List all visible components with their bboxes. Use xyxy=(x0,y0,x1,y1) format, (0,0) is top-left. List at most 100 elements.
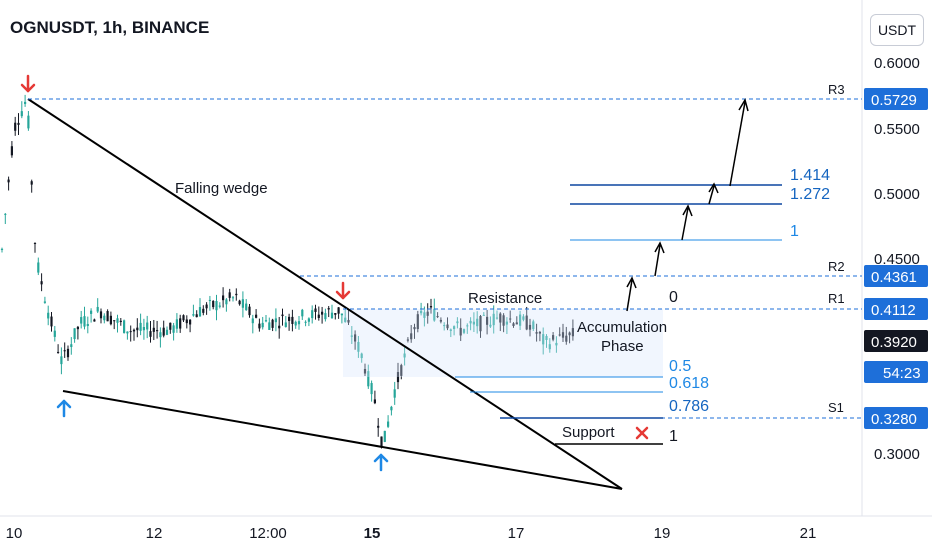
price-tag-label: 54:23 xyxy=(883,365,921,382)
candle-body xyxy=(509,318,512,320)
price-axis: 0.6000 0.5500 0.5000 0.4500 0.3000 xyxy=(874,55,920,463)
price-tag-bg xyxy=(864,298,928,320)
candle-body xyxy=(327,308,330,310)
candle-body xyxy=(373,399,376,404)
candle-body xyxy=(449,329,452,331)
chart-title: OGNUSDT, 1h, BINANCE xyxy=(10,18,210,37)
accumulation-annotation-2: Phase xyxy=(601,338,644,355)
candles-group xyxy=(0,94,574,449)
candle-body xyxy=(264,320,268,322)
support-annotation: Support xyxy=(562,424,615,441)
price-tag-bg xyxy=(864,88,928,110)
s1-label: S1 xyxy=(828,400,844,415)
candle-body xyxy=(261,322,264,328)
candle-body xyxy=(499,313,502,323)
price-tick-label: 0.5500 xyxy=(874,121,920,138)
time-axis: 10 12 12:00 15 17 19 21 xyxy=(6,525,817,542)
candle-body xyxy=(406,339,409,341)
candle-body xyxy=(17,122,20,125)
price-tag-label: 0.5729 xyxy=(871,92,917,109)
candle-body xyxy=(377,425,380,428)
candle-body xyxy=(113,320,116,322)
candle-body xyxy=(528,324,532,330)
candle-body xyxy=(212,300,215,308)
candle-body xyxy=(476,318,479,327)
candle-body xyxy=(571,328,574,337)
candle-body xyxy=(47,312,50,319)
candle-body xyxy=(396,372,400,383)
candle-body xyxy=(159,332,162,338)
candle-body xyxy=(80,317,83,324)
candle-body xyxy=(7,179,10,183)
candle-body xyxy=(90,310,93,314)
candle-body xyxy=(542,334,545,345)
candle-body xyxy=(225,299,228,305)
price-tag-label: 0.3280 xyxy=(871,411,917,428)
price-tag-bg xyxy=(864,361,928,383)
candle-body xyxy=(545,336,548,340)
candle-body xyxy=(53,330,56,337)
candle-body xyxy=(235,293,238,296)
candle-body xyxy=(57,351,60,353)
candle-body xyxy=(241,299,244,308)
candle-body xyxy=(172,325,175,333)
candle-body xyxy=(311,310,314,319)
candle-body xyxy=(317,314,320,318)
fib-label-0: 0 xyxy=(669,289,678,306)
candle-body xyxy=(139,322,142,331)
candle-body xyxy=(360,353,363,359)
candle-body xyxy=(291,316,294,324)
candle-body xyxy=(175,319,178,329)
candle-body xyxy=(486,316,489,325)
projection-arrows xyxy=(626,98,749,312)
candle-body xyxy=(334,313,337,315)
candle-body xyxy=(185,319,188,324)
candle-body xyxy=(393,389,396,398)
currency-button[interactable]: USDT xyxy=(870,14,924,46)
candle-body xyxy=(198,307,202,317)
price-tag-bg xyxy=(864,330,928,352)
candle-body xyxy=(192,314,195,316)
candle-body xyxy=(179,318,182,329)
candle-body xyxy=(459,327,462,336)
candle-body xyxy=(245,303,248,311)
candle-body xyxy=(24,101,27,104)
time-tick-label: 17 xyxy=(508,525,525,542)
candle-body xyxy=(387,421,390,427)
candle-body xyxy=(63,350,66,352)
price-tag-bg xyxy=(864,407,928,429)
candle-body xyxy=(350,335,353,337)
candle-body xyxy=(344,317,347,322)
candle-body xyxy=(324,313,327,320)
candle-body xyxy=(297,321,301,325)
candle-body xyxy=(271,319,274,328)
candle-body xyxy=(73,328,76,340)
candle-body xyxy=(156,330,159,332)
candle-body xyxy=(66,348,70,358)
candle-body xyxy=(146,322,149,330)
candle-body xyxy=(416,314,419,330)
candle-body xyxy=(132,329,136,332)
candle-body xyxy=(433,308,436,321)
candle-body xyxy=(169,322,172,330)
candle-body xyxy=(436,316,439,318)
candle-body xyxy=(40,281,43,285)
price-tags: 0.5729 0.4361 0.4112 0.3920 54:23 0.3280 xyxy=(864,88,928,429)
candle-body xyxy=(410,333,413,340)
candle-body xyxy=(86,323,89,327)
candle-body xyxy=(462,329,466,333)
candle-body xyxy=(558,334,561,336)
candle-body xyxy=(123,320,126,333)
candle-body xyxy=(152,327,155,332)
candle-body xyxy=(14,122,17,131)
candle-body xyxy=(208,299,211,301)
candle-body xyxy=(222,295,225,301)
candle-body xyxy=(119,320,122,323)
candle-body xyxy=(492,313,495,326)
candle-body xyxy=(0,248,4,250)
candle-body xyxy=(456,321,459,324)
candle-body xyxy=(469,320,472,324)
candle-body xyxy=(76,326,79,330)
close-icon xyxy=(635,426,649,440)
